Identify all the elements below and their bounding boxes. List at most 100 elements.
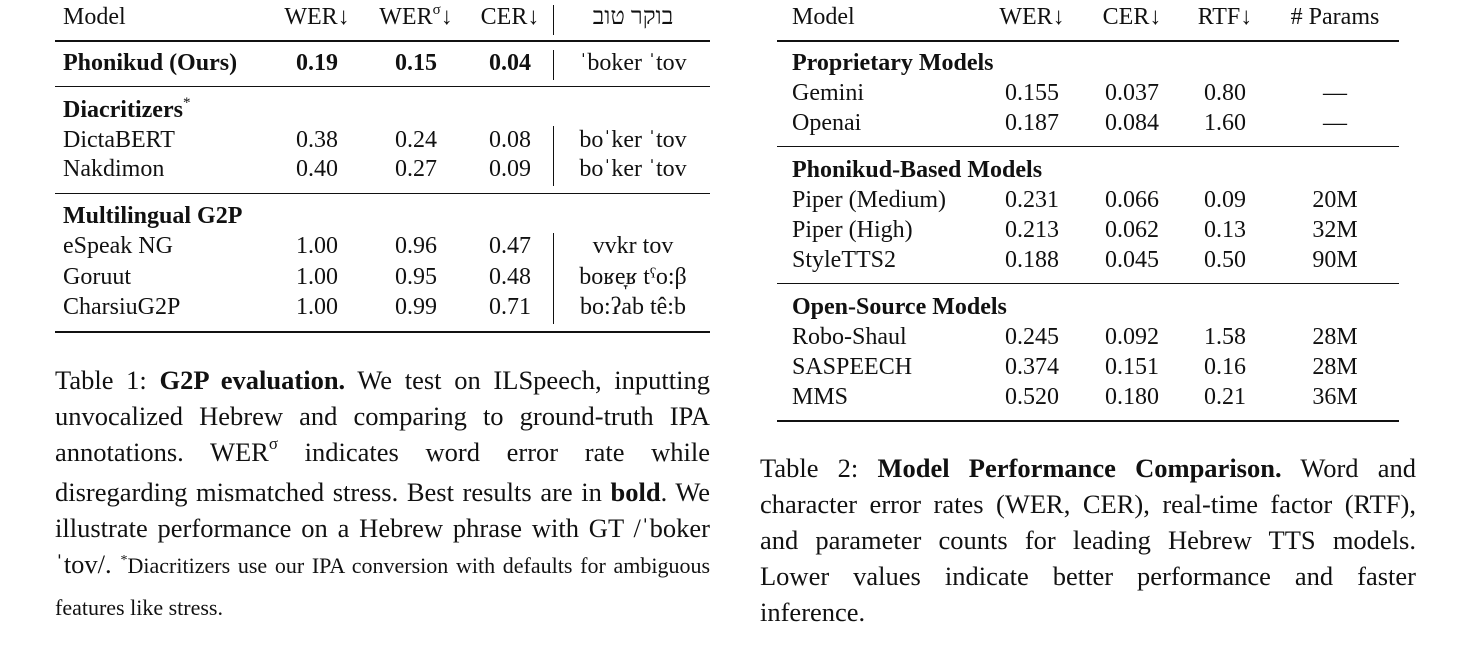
t2-rule-1	[777, 146, 1399, 147]
t2-row-wer: 0.374	[1005, 354, 1059, 380]
t2-row-cer: 0.062	[1105, 217, 1159, 243]
t1-header-wer-sigma-base: WER	[379, 4, 433, 30]
t2-row-rtf: 0.16	[1204, 354, 1246, 380]
t1-row-model: CharsiuG2P	[63, 294, 181, 320]
t1-header-model: Model	[63, 4, 126, 30]
t1-ours-model: Phonikud (Ours)	[63, 50, 238, 76]
t2-section-phonikud: Phonikud-Based Models	[792, 157, 1043, 183]
t2-row-wer: 0.245	[1005, 324, 1059, 350]
t2-row-params: —	[1323, 80, 1347, 106]
t2-row-rtf: 1.60	[1204, 110, 1246, 136]
t1-section-multilingual: Multilingual G2P	[63, 203, 243, 229]
t2-row-model: StyleTTS2	[792, 247, 897, 273]
t1-row-wer-sigma: 0.95	[395, 264, 437, 290]
t2-row-rtf: 0.13	[1204, 217, 1246, 243]
t2-bottom-rule	[777, 420, 1399, 422]
t1-row-wer: 1.00	[296, 233, 338, 259]
t1-row-wer-sigma: 0.27	[395, 156, 437, 182]
t1-caption-text2: indicates word error rate while disregar…	[55, 437, 710, 507]
t2-row-cer: 0.066	[1105, 187, 1159, 213]
t1-row-model: Nakdimon	[63, 156, 165, 182]
t2-row-params: 90M	[1312, 247, 1358, 273]
t1-header-wer-sigma-sup: σ	[432, 2, 441, 18]
t2-caption-title: Model Performance Comparison.	[877, 453, 1282, 483]
t1-row-wer: 1.00	[296, 264, 338, 290]
t2-caption-label: Table 2:	[760, 453, 859, 483]
t2-header-rtf: RTF↓	[1197, 4, 1253, 30]
t2-caption-text: Word and character error rates (WER, CER…	[760, 453, 1416, 627]
table2-caption: Table 2: Model Performance Comparison. W…	[760, 450, 1416, 630]
t1-header-separator	[553, 5, 554, 35]
t1-ours-cer: 0.04	[489, 50, 531, 76]
t2-row-model: Piper (Medium)	[792, 187, 946, 213]
t2-row-cer: 0.084	[1105, 110, 1159, 136]
t1-row-wer-sigma: 0.96	[395, 233, 437, 259]
t2-row-cer: 0.151	[1105, 354, 1159, 380]
table1-top-rule	[55, 40, 710, 42]
t2-row-model: Piper (High)	[792, 217, 913, 243]
t1-rule-1	[55, 86, 710, 87]
t1-row-model: DictaBERT	[63, 127, 175, 153]
t1-row-ipa: boˈker ˈtov	[579, 127, 687, 153]
t2-row-rtf: 0.21	[1204, 384, 1246, 410]
t2-row-wer: 0.188	[1005, 247, 1059, 273]
t1-row-cer: 0.08	[489, 127, 531, 153]
t2-row-params: 36M	[1312, 384, 1358, 410]
t1-row-cer: 0.47	[489, 233, 531, 259]
t2-row-model: MMS	[792, 384, 849, 410]
t2-row-cer: 0.037	[1105, 80, 1159, 106]
t1-caption-text3: . We illustrate performance on a Hebrew …	[55, 477, 710, 579]
t1-ours-wer: 0.19	[296, 50, 338, 76]
t1-bottom-rule	[55, 331, 710, 333]
t1-row-model: eSpeak NG	[63, 233, 173, 259]
t1-ours-separator	[553, 50, 554, 80]
t1-row-cer: 0.71	[489, 294, 531, 320]
t1-section-diacritizers-title: Diacritizers	[63, 97, 183, 123]
t2-header-model: Model	[792, 4, 855, 30]
t1-row-ipa: boˈker ˈtov	[579, 156, 687, 182]
t2-row-model: SASPEECH	[792, 354, 913, 380]
table2: Model WER↓ CER↓ RTF↓ # Params Proprietar…	[777, 4, 1399, 422]
t2-row-wer: 0.520	[1005, 384, 1059, 410]
t2-row-params: —	[1323, 110, 1347, 136]
t2-rule-2	[777, 283, 1399, 284]
t1-section-diacritizers-mark: *	[182, 95, 191, 111]
t1-rule-2	[55, 193, 710, 194]
t1-row-wer: 0.38	[296, 127, 338, 153]
t1-row-wer: 0.40	[296, 156, 338, 182]
t2-header-wer: WER↓	[999, 4, 1065, 30]
t2-row-rtf: 0.09	[1204, 187, 1246, 213]
t1-row-wer-sigma: 0.24	[395, 127, 437, 153]
t1-multilingual-separator	[553, 233, 554, 324]
t1-row-model: Goruut	[63, 264, 131, 290]
t1-row-ipa: bo:ʔab tê:b	[580, 294, 686, 320]
t2-row-rtf: 0.50	[1204, 247, 1246, 273]
t1-header-wer-sigma: WERσ↓	[368, 2, 464, 35]
table2-top-rule	[777, 40, 1399, 42]
t1-row-ipa: boʁe̞ʁ tˤo:β	[579, 264, 687, 290]
t2-row-rtf: 0.80	[1204, 80, 1246, 106]
t1-row-ipa: vvkr tov	[592, 233, 674, 259]
t2-header-cer: CER↓	[1102, 4, 1162, 30]
t2-row-params: 32M	[1312, 217, 1358, 243]
t2-section-open-source: Open-Source Models	[792, 294, 1007, 320]
t2-row-params: 28M	[1312, 324, 1358, 350]
t1-caption-title: G2P evaluation.	[159, 365, 346, 395]
t2-row-wer: 0.213	[1005, 217, 1059, 243]
t1-row-wer: 1.00	[296, 294, 338, 320]
t2-row-wer: 0.187	[1005, 110, 1059, 136]
t1-header-cer: CER↓	[480, 4, 540, 30]
t1-ours-wer-sigma: 0.15	[395, 50, 437, 76]
t1-header-phrase: בוקר טוב	[592, 4, 674, 30]
t2-row-cer: 0.045	[1105, 247, 1159, 273]
t1-caption-footnote-mark: *	[120, 553, 128, 568]
t1-row-cer: 0.09	[489, 156, 531, 182]
t1-caption-text1: We test on ILSpeech, inputting unvocaliz…	[55, 365, 710, 467]
t2-row-model: Robo-Shaul	[792, 324, 907, 350]
t1-caption-footnote: Diacritizers use our IPA conversion with…	[55, 553, 711, 620]
t2-row-cer: 0.180	[1105, 384, 1159, 410]
t2-row-cer: 0.092	[1105, 324, 1159, 350]
t2-row-params: 28M	[1312, 354, 1358, 380]
t1-caption-label: Table 1:	[55, 365, 147, 395]
table1: Model WER↓ WERσ↓ CER↓ בוקר טוב Phonikud …	[0, 0, 720, 340]
